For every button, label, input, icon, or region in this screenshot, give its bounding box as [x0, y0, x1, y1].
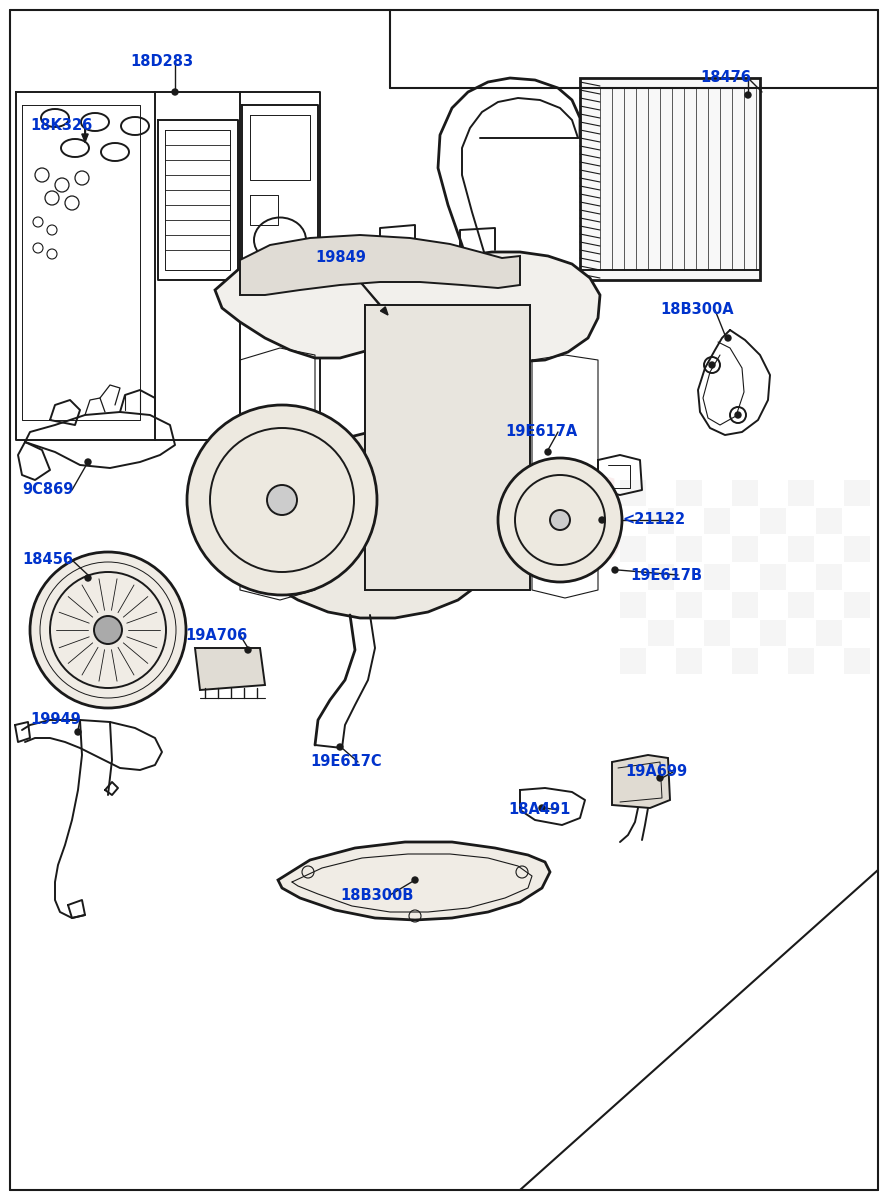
Polygon shape: [732, 536, 758, 562]
Polygon shape: [620, 480, 646, 506]
Polygon shape: [380, 307, 388, 314]
Circle shape: [245, 647, 251, 653]
Polygon shape: [788, 648, 814, 674]
Polygon shape: [365, 305, 530, 590]
Text: 18476: 18476: [700, 71, 751, 85]
Text: 19A699: 19A699: [625, 764, 687, 780]
Polygon shape: [760, 564, 786, 590]
Polygon shape: [844, 536, 870, 562]
Polygon shape: [215, 248, 600, 362]
Polygon shape: [788, 592, 814, 618]
Polygon shape: [816, 508, 842, 534]
Circle shape: [612, 566, 618, 572]
Polygon shape: [816, 564, 842, 590]
Polygon shape: [612, 755, 670, 808]
Polygon shape: [648, 508, 674, 534]
Circle shape: [550, 510, 570, 530]
Polygon shape: [676, 480, 702, 506]
Circle shape: [725, 335, 731, 341]
Text: 18B300B: 18B300B: [340, 888, 414, 902]
Polygon shape: [676, 536, 702, 562]
Polygon shape: [732, 480, 758, 506]
Polygon shape: [844, 592, 870, 618]
Polygon shape: [760, 508, 786, 534]
Text: 19849: 19849: [315, 251, 366, 265]
Text: 18456: 18456: [22, 552, 73, 568]
Circle shape: [267, 485, 297, 515]
Polygon shape: [240, 235, 520, 295]
Circle shape: [85, 575, 91, 581]
Text: <21122: <21122: [622, 512, 686, 528]
Polygon shape: [620, 648, 646, 674]
Polygon shape: [648, 564, 674, 590]
Circle shape: [412, 877, 418, 883]
Text: 19949: 19949: [30, 713, 81, 727]
Circle shape: [30, 552, 186, 708]
Text: 19A706: 19A706: [185, 628, 247, 642]
Text: 18B300A: 18B300A: [660, 302, 733, 318]
Polygon shape: [844, 480, 870, 506]
Polygon shape: [788, 480, 814, 506]
Circle shape: [539, 805, 545, 811]
Polygon shape: [215, 428, 515, 618]
Polygon shape: [760, 620, 786, 646]
Polygon shape: [648, 620, 674, 646]
Polygon shape: [620, 592, 646, 618]
Text: 9C869: 9C869: [22, 482, 74, 498]
Text: 19E617A: 19E617A: [505, 425, 577, 439]
Circle shape: [75, 728, 81, 734]
Polygon shape: [82, 134, 88, 142]
Polygon shape: [676, 648, 702, 674]
Circle shape: [745, 92, 751, 98]
Circle shape: [85, 458, 91, 464]
Polygon shape: [704, 564, 730, 590]
Circle shape: [337, 744, 343, 750]
Text: 18A491: 18A491: [508, 803, 570, 817]
Text: 19E617B: 19E617B: [630, 568, 702, 582]
Circle shape: [735, 412, 741, 418]
Circle shape: [94, 616, 122, 644]
Text: 18K326: 18K326: [30, 118, 92, 132]
Circle shape: [545, 449, 551, 455]
Circle shape: [172, 89, 178, 95]
Circle shape: [709, 362, 715, 368]
Circle shape: [498, 458, 622, 582]
Text: 18D283: 18D283: [130, 54, 193, 70]
Polygon shape: [704, 508, 730, 534]
Circle shape: [599, 517, 605, 523]
Polygon shape: [580, 78, 760, 280]
Polygon shape: [620, 536, 646, 562]
Polygon shape: [732, 592, 758, 618]
Text: 19E617C: 19E617C: [310, 755, 382, 769]
Polygon shape: [676, 592, 702, 618]
Polygon shape: [732, 648, 758, 674]
Polygon shape: [816, 620, 842, 646]
Circle shape: [187, 404, 377, 595]
Polygon shape: [788, 536, 814, 562]
Circle shape: [657, 775, 663, 781]
Polygon shape: [195, 648, 265, 690]
Text: eCUrS: eCUrS: [210, 472, 630, 588]
Polygon shape: [704, 620, 730, 646]
Polygon shape: [844, 648, 870, 674]
Polygon shape: [278, 842, 550, 920]
